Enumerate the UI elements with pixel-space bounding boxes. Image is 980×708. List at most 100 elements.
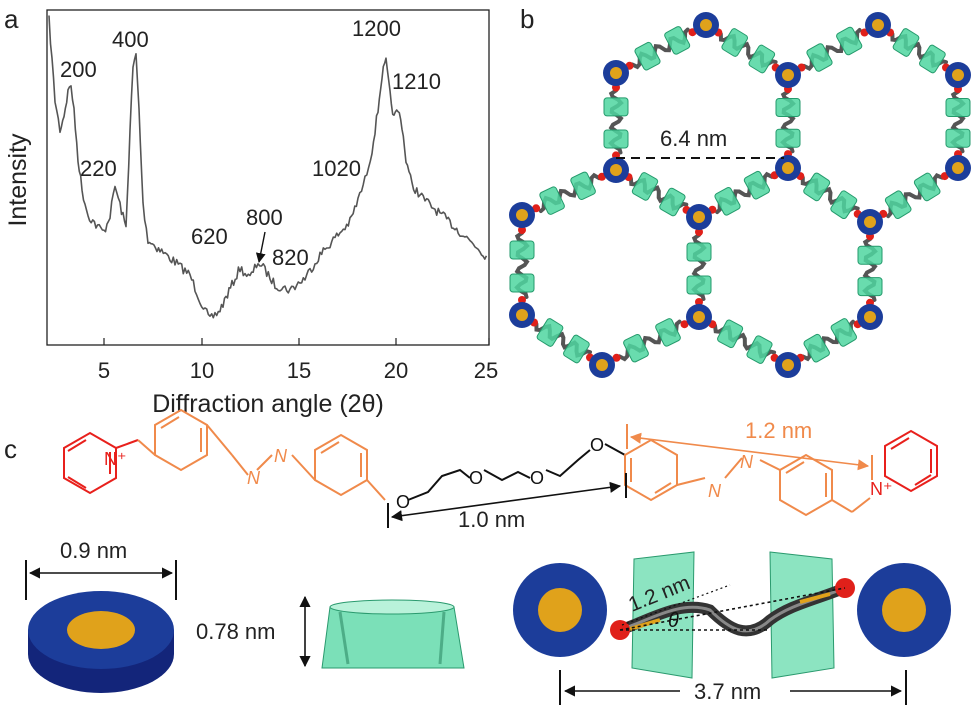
pyridinium-right: [884, 429, 938, 493]
network-edges: [509, 26, 971, 364]
cyclodextrin-ring: [775, 128, 801, 148]
cyclodextrin-ring: [857, 245, 883, 265]
network-edge: [796, 172, 862, 220]
cyclodextrin-ring: [830, 190, 858, 220]
x-axis-label: Diffraction angle (2θ): [152, 390, 384, 418]
cyclodextrin-ring: [945, 98, 971, 117]
network-edge: [530, 318, 594, 364]
cyclodextrin-ring: [830, 318, 858, 347]
diffraction-curve: [48, 15, 488, 319]
cyclodextrin-ring: [803, 333, 830, 363]
cyclodextrin-ring: [570, 171, 596, 201]
azo-n1-left: N: [247, 468, 261, 488]
x-tick-5: 5: [98, 358, 110, 383]
o-atom-4: O: [590, 435, 604, 455]
cyclodextrin-ring: [919, 44, 946, 74]
network-node: [865, 12, 891, 38]
network-nodes: [509, 12, 971, 378]
cyclodextrin-ring: [721, 28, 749, 57]
cyclodextrin-ring: [717, 319, 744, 349]
network-node: [509, 302, 535, 328]
o-atom-2: O: [469, 468, 483, 488]
cyclodextrin-ring: [563, 334, 590, 364]
x-tick-10: 10: [190, 358, 214, 383]
x-axis-ticks: [103, 338, 490, 345]
network-edge: [945, 85, 971, 159]
panel-label-c: c: [4, 434, 17, 464]
network-edge: [708, 319, 779, 364]
stopper-atom: [612, 353, 621, 362]
hexagonal-network: b 6.4 nm: [509, 4, 971, 378]
network-edge: [625, 26, 697, 71]
peak-label-620: 620: [191, 224, 228, 249]
x-tick-15: 15: [287, 358, 311, 383]
network-edge: [532, 171, 606, 215]
network-edge: [886, 28, 950, 74]
network-edge: [603, 83, 629, 160]
stopper-atom: [695, 298, 703, 306]
stopper-atom: [597, 172, 606, 181]
network-edge: [708, 170, 779, 216]
stopper-atom: [518, 226, 526, 234]
network-edge: [509, 226, 535, 304]
x-tick-20: 20: [384, 358, 408, 383]
cyclodextrin-ring: [775, 98, 801, 117]
plot-frame: [46, 9, 490, 346]
cyclodextrin-ring: [714, 187, 741, 216]
cyclodextrin-ring: [631, 172, 659, 201]
peak-label-220: 220: [80, 156, 117, 181]
peak-label-1200: 1200: [352, 16, 401, 41]
network-node: [686, 304, 712, 330]
network-node: [686, 204, 712, 230]
stopper-atom: [680, 320, 689, 329]
cyclodextrin-ring: [803, 172, 831, 202]
azo-n1-right: N: [708, 481, 722, 501]
peak-label-1210: 1210: [392, 69, 441, 94]
cyclodextrin-ring: [536, 318, 564, 347]
unit-model: 1.2 nm θ 3.7 nm: [513, 551, 951, 705]
total-length-label: 3.7 nm: [694, 679, 761, 704]
cyclodextrin-ring: [748, 44, 776, 74]
cyclodextrin-ring: [945, 128, 971, 148]
network-node: [857, 209, 883, 235]
network-node: [589, 352, 615, 378]
cyclodextrin-ring: [509, 273, 535, 293]
network-node: [603, 157, 629, 183]
cyclodextrin-ring: [884, 190, 912, 220]
network-edge: [879, 172, 949, 220]
o-atom-1: O: [396, 492, 410, 512]
cyclodextrin-ring: [634, 41, 661, 71]
disc-model: 0.9 nm: [25, 538, 177, 693]
n-plus-left: N⁺: [104, 449, 127, 469]
pyridinium-left: [63, 431, 139, 495]
peak-label-820: 820: [272, 245, 309, 270]
network-node: [945, 155, 971, 181]
glycol-chain: [407, 443, 626, 501]
distance-label: 6.4 nm: [660, 126, 727, 151]
cyclodextrin-ring: [746, 335, 773, 364]
disc-width-label: 0.9 nm: [60, 538, 127, 563]
x-tick-25: 25: [474, 358, 498, 383]
azo-n2-right: N: [740, 452, 754, 472]
peak-800-arrow: [255, 231, 266, 263]
cyclodextrin-ring: [836, 26, 863, 56]
dimension-1.2nm: [626, 424, 873, 480]
cyclodextrin-ring: [892, 28, 920, 57]
panel-label-b: b: [520, 4, 534, 34]
cyclodextrin-ring: [686, 275, 712, 295]
o-atom-3: O: [530, 468, 544, 488]
molecular-structure: c N⁺ N N O O: [4, 408, 938, 532]
network-node: [945, 62, 971, 88]
stopper-atom: [518, 296, 526, 304]
cyclodextrin-ring: [603, 129, 629, 149]
network-edge: [797, 26, 869, 72]
ring-height-label: 0.78 nm: [196, 619, 276, 644]
cyclodextrin-ring: [623, 333, 649, 363]
cyclodextrin-ring: [509, 240, 535, 260]
peak-label-400: 400: [112, 27, 149, 52]
network-node: [857, 304, 883, 330]
azobenzene-left: [137, 408, 386, 501]
peak-label-200: 200: [60, 57, 97, 82]
peak-label-800: 800: [246, 205, 283, 230]
